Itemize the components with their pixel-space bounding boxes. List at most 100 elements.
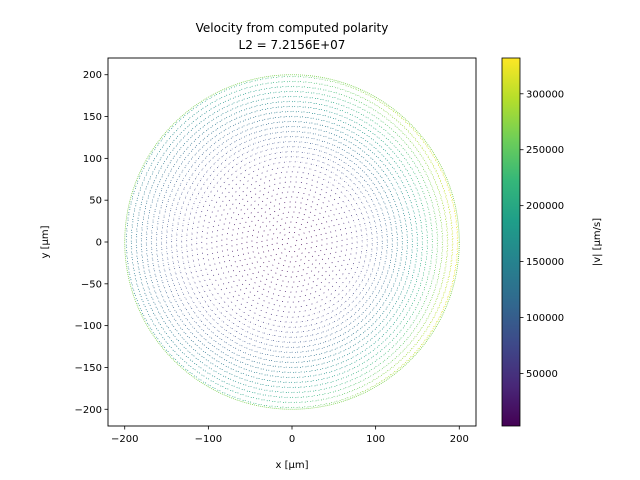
velocity-vector <box>274 111 278 114</box>
velocity-vector <box>285 131 289 133</box>
velocity-vector <box>302 300 305 302</box>
velocity-vector <box>402 147 407 152</box>
velocity-vector <box>350 204 353 207</box>
velocity-vector <box>330 365 334 368</box>
velocity-vector <box>330 231 332 234</box>
velocity-vector <box>308 231 311 234</box>
velocity-vector <box>198 172 200 175</box>
velocity-vector <box>436 248 438 254</box>
velocity-vector <box>361 304 364 308</box>
velocity-vector <box>245 157 248 160</box>
velocity-vector <box>263 283 266 285</box>
velocity-vector <box>336 300 339 303</box>
velocity-vector <box>370 138 375 141</box>
velocity-vector <box>404 142 409 146</box>
velocity-vector <box>257 94 261 97</box>
velocity-vector <box>304 380 309 383</box>
velocity-vector <box>262 261 265 264</box>
velocity-vector <box>359 224 362 227</box>
velocity-vector <box>361 311 364 315</box>
velocity-vector <box>367 129 372 133</box>
velocity-vector <box>195 330 199 333</box>
velocity-vector <box>199 178 202 182</box>
velocity-vector <box>164 273 167 277</box>
velocity-vector <box>201 343 205 346</box>
velocity-vector <box>389 359 394 364</box>
velocity-vector <box>426 146 431 151</box>
velocity-vector <box>171 305 175 309</box>
velocity-vector <box>419 327 422 333</box>
velocity-vector <box>176 277 179 280</box>
velocity-vector <box>249 338 252 340</box>
velocity-vector <box>261 171 264 174</box>
velocity-vector <box>324 351 328 354</box>
velocity-vector <box>167 129 171 134</box>
velocity-vector <box>385 322 388 327</box>
velocity-vector <box>218 91 223 94</box>
velocity-vector <box>365 292 368 295</box>
velocity-vector <box>235 198 237 201</box>
velocity-vector <box>207 114 211 118</box>
y-axis-label: y [μm] <box>40 225 51 258</box>
velocity-vector <box>432 177 437 182</box>
velocity-vector <box>346 352 350 356</box>
velocity-vector <box>407 146 412 151</box>
velocity-vector <box>219 311 222 314</box>
velocity-vector <box>186 254 189 258</box>
velocity-vector <box>345 175 349 178</box>
velocity-vector <box>354 271 356 275</box>
velocity-vector <box>329 176 332 179</box>
velocity-vector <box>230 339 233 342</box>
velocity-vector <box>398 143 403 148</box>
velocity-vector <box>191 276 194 279</box>
velocity-vector <box>430 161 435 167</box>
velocity-vector <box>364 315 368 319</box>
velocity-vector <box>334 289 337 293</box>
velocity-vector <box>338 182 341 185</box>
velocity-vector <box>189 306 193 309</box>
velocity-vector <box>211 130 214 134</box>
velocity-vector <box>415 139 420 144</box>
velocity-vector <box>296 85 301 88</box>
velocity-vector <box>377 337 381 342</box>
velocity-vector <box>344 268 347 272</box>
velocity-vector <box>425 223 428 229</box>
velocity-vector <box>250 196 253 199</box>
velocity-vector <box>427 206 430 211</box>
velocity-vector <box>320 233 322 236</box>
velocity-vector <box>194 168 197 172</box>
velocity-vector <box>330 127 334 129</box>
velocity-vector <box>253 281 256 284</box>
velocity-vector <box>385 228 388 232</box>
velocity-vector <box>329 316 333 319</box>
velocity-vector <box>451 249 453 256</box>
velocity-vector <box>379 101 385 105</box>
velocity-vector <box>377 330 381 334</box>
velocity-vector <box>340 229 342 232</box>
velocity-vector <box>219 204 222 207</box>
velocity-vector <box>384 223 387 227</box>
velocity-vector <box>318 218 320 221</box>
velocity-vector <box>224 122 228 125</box>
velocity-vector <box>234 342 238 344</box>
velocity-vector <box>347 146 352 149</box>
velocity-vector <box>375 294 378 299</box>
velocity-vector <box>251 299 254 301</box>
velocity-vector <box>344 227 347 231</box>
velocity-vector <box>321 222 323 225</box>
velocity-vector <box>343 348 347 352</box>
velocity-vector <box>272 116 277 119</box>
velocity-vector <box>292 386 297 389</box>
velocity-vector <box>283 161 287 163</box>
velocity-vector <box>324 319 328 322</box>
velocity-vector <box>445 224 448 230</box>
velocity-vector <box>363 104 369 107</box>
velocity-vector <box>327 142 331 144</box>
velocity-vector <box>255 180 258 183</box>
velocity-vector <box>387 211 390 215</box>
velocity-vector <box>214 93 218 97</box>
velocity-vector <box>239 88 244 91</box>
velocity-vector <box>364 347 368 352</box>
velocity-vector <box>388 127 394 131</box>
velocity-vector <box>415 187 419 192</box>
